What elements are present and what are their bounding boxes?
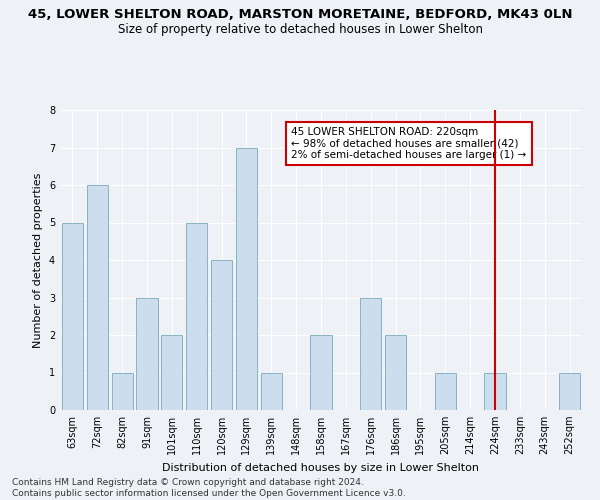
Text: 45, LOWER SHELTON ROAD, MARSTON MORETAINE, BEDFORD, MK43 0LN: 45, LOWER SHELTON ROAD, MARSTON MORETAIN…	[28, 8, 572, 20]
Bar	[211, 260, 232, 410]
Bar	[261, 372, 282, 410]
Bar	[236, 148, 257, 410]
Text: Contains HM Land Registry data © Crown copyright and database right 2024.
Contai: Contains HM Land Registry data © Crown c…	[12, 478, 406, 498]
Bar	[484, 372, 506, 410]
Bar	[385, 335, 406, 410]
Bar	[559, 372, 580, 410]
Bar	[62, 222, 83, 410]
Bar	[435, 372, 456, 410]
Bar	[310, 335, 332, 410]
Bar	[161, 335, 182, 410]
Bar	[136, 298, 158, 410]
Bar	[87, 185, 108, 410]
Bar	[186, 222, 207, 410]
Bar	[360, 298, 381, 410]
Bar	[112, 372, 133, 410]
Y-axis label: Number of detached properties: Number of detached properties	[34, 172, 43, 348]
Text: Size of property relative to detached houses in Lower Shelton: Size of property relative to detached ho…	[118, 22, 482, 36]
X-axis label: Distribution of detached houses by size in Lower Shelton: Distribution of detached houses by size …	[163, 462, 479, 472]
Text: 45 LOWER SHELTON ROAD: 220sqm
← 98% of detached houses are smaller (42)
2% of se: 45 LOWER SHELTON ROAD: 220sqm ← 98% of d…	[291, 127, 526, 160]
